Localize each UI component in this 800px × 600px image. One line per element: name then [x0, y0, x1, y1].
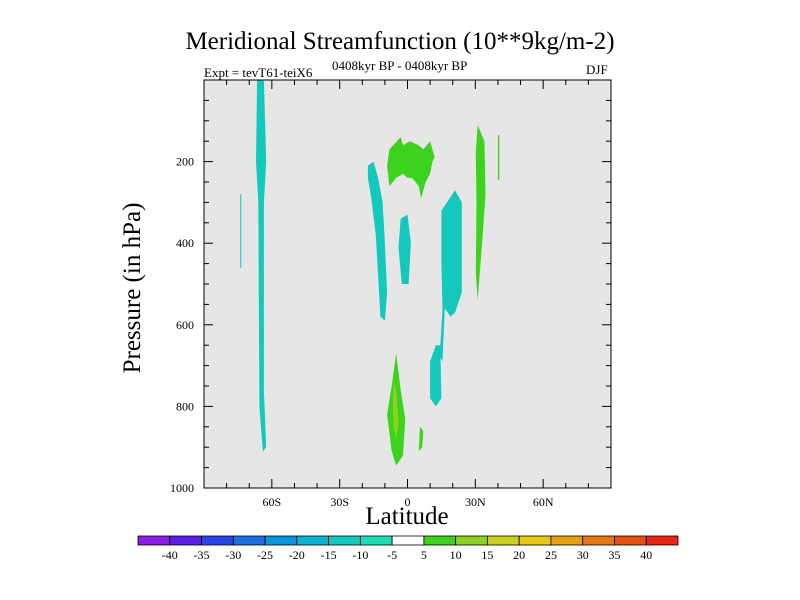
colorbar-swatch	[645, 535, 679, 546]
experiment-label: Expt = tevT61-teiX6	[204, 65, 313, 80]
colorbar-swatch	[487, 535, 520, 546]
colorbar-swatch	[296, 535, 329, 546]
colorbar-swatch	[518, 535, 552, 546]
colorbar-label: -30	[225, 548, 241, 562]
colorbar-swatch	[423, 535, 457, 546]
y-tick-label: 1000	[170, 481, 194, 495]
x-tick-label: 30N	[465, 495, 486, 509]
colorbar-label: -25	[257, 548, 273, 562]
contour-region-10	[392, 381, 399, 439]
y-tick-label: 400	[176, 236, 194, 250]
x-tick-label: 60N	[533, 495, 554, 509]
colorbar: -40 -35 -30 -25 -20 -15 -10 -5 5 10 15 20 25 30 35 40	[137, 535, 679, 562]
y-axis: 200 400 600 800 1000	[170, 99, 611, 495]
contour-region-7	[497, 135, 500, 180]
y-tick-label: 600	[176, 318, 194, 332]
colorbar-label: 35	[608, 548, 620, 562]
contour-region-9	[418, 426, 424, 452]
colorbar-swatch	[359, 535, 393, 546]
colorbar-label: -5	[387, 548, 397, 562]
y-tick-label: 800	[176, 399, 194, 413]
x-axis-label: Latitude	[365, 503, 449, 530]
colorbar-swatch	[455, 535, 488, 546]
contour-regions	[240, 80, 500, 466]
colorbar-label: 10	[450, 548, 462, 562]
colorbar-swatch	[328, 535, 361, 546]
colorbar-swatch	[201, 535, 234, 546]
colorbar-swatch	[550, 535, 584, 546]
colorbar-label: -10	[352, 548, 368, 562]
x-tick-label: 60S	[262, 495, 281, 509]
x-tick-label: 30S	[330, 495, 349, 509]
contour-region-0	[256, 80, 267, 452]
contour-region-6	[475, 124, 486, 301]
contour-region-3	[430, 190, 462, 407]
colorbar-swatch	[614, 535, 647, 546]
colorbar-label: 15	[481, 548, 493, 562]
contour-region-1	[367, 161, 388, 321]
colorbar-label: 40	[640, 548, 652, 562]
colorbar-swatch	[582, 535, 615, 546]
chart-subtitle: 0408kyr BP - 0408kyr BP	[332, 58, 468, 73]
colorbar-label: -40	[162, 548, 178, 562]
colorbar-swatch	[232, 535, 266, 546]
contour-region-4	[240, 194, 242, 268]
colorbar-label: 5	[421, 548, 427, 562]
chart-title: Meridional Streamfunction (10**9kg/m-2)	[185, 28, 615, 55]
colorbar-label: -35	[194, 548, 210, 562]
colorbar-label: -20	[289, 548, 305, 562]
contour-region-2	[398, 214, 411, 284]
colorbar-label: 25	[545, 548, 557, 562]
colorbar-label: 20	[513, 548, 525, 562]
colorbar-swatch	[264, 535, 298, 546]
colorbar-swatch	[137, 535, 171, 546]
x-axis: 60S 30S 0 30N 60N	[226, 80, 589, 509]
colorbar-label: -15	[321, 548, 337, 562]
colorbar-swatch	[391, 535, 425, 546]
colorbar-label: 30	[577, 548, 589, 562]
season-label: DJF	[586, 62, 608, 77]
contour-region-5	[387, 137, 435, 199]
y-tick-label: 200	[176, 155, 194, 169]
colorbar-swatch	[169, 535, 202, 546]
x-tick-label: 0	[405, 495, 411, 509]
